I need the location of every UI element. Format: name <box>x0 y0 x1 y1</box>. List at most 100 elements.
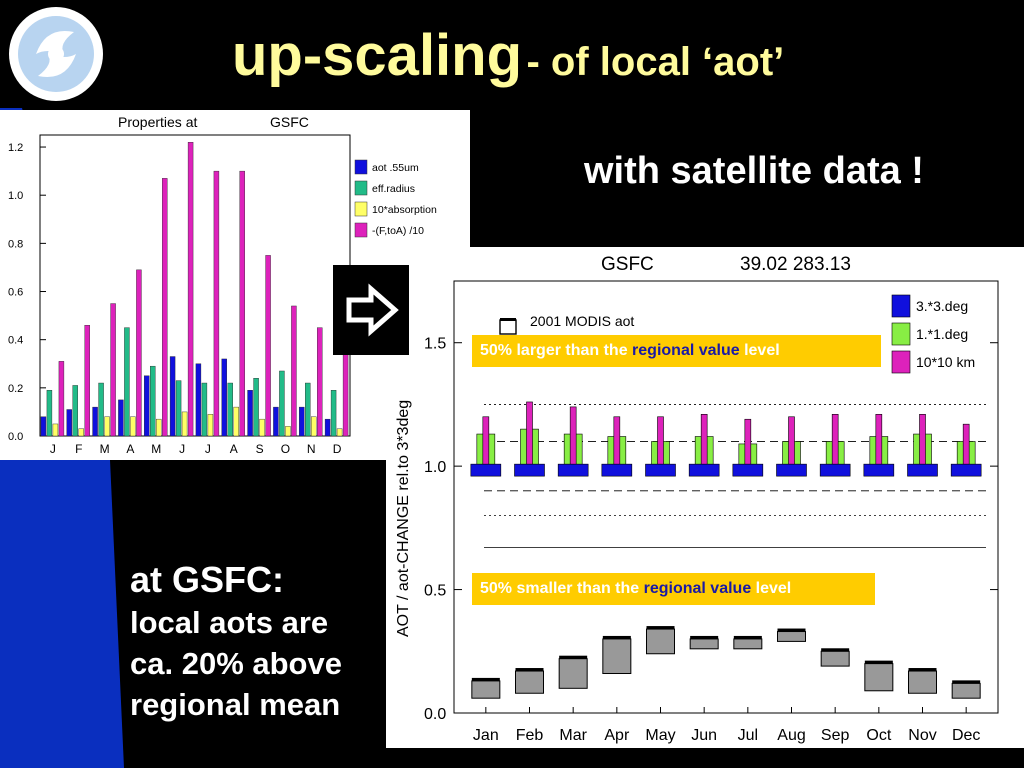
bar-4 <box>239 170 245 437</box>
legend-label: eff.radius <box>372 183 415 195</box>
legend-swatch <box>354 180 368 196</box>
bar-1 <box>247 390 253 437</box>
y-tick-label: 0.4 <box>8 335 23 347</box>
bar-3 <box>207 414 214 437</box>
bar-1 <box>221 358 227 437</box>
bar-10km <box>788 416 795 465</box>
x-tick-label: Jul <box>738 727 758 744</box>
legend-label: 10*10 km <box>916 354 975 370</box>
bar-1 <box>169 356 176 437</box>
legend-swatch <box>891 322 911 346</box>
bar-3x3 <box>514 463 545 477</box>
x-tick-label: Dec <box>952 727 980 744</box>
aot-box-cap <box>690 635 719 639</box>
bar-10km <box>613 416 621 465</box>
y-tick-label: 1.5 <box>424 336 446 353</box>
slide-title: up-scaling - of local ‘aot’ <box>232 22 784 89</box>
bar-4 <box>317 327 323 437</box>
bar-3x3 <box>950 463 982 477</box>
bar-3 <box>78 428 84 437</box>
aot-box <box>515 670 544 694</box>
x-tick-label: Apr <box>604 727 630 744</box>
aot-box-cap <box>908 668 937 672</box>
bar-1 <box>40 416 47 437</box>
x-tick-label: Feb <box>516 727 544 744</box>
x-tick-label: Mar <box>559 727 587 744</box>
bar-2 <box>150 365 156 437</box>
bar-4 <box>162 178 168 437</box>
right-arrow-icon <box>346 283 399 337</box>
bar-3x3 <box>863 463 895 477</box>
x-tick-label: O <box>281 442 290 456</box>
aot-box <box>951 682 981 699</box>
callout-smaller-highlight: regional value <box>643 580 752 597</box>
legend-swatch <box>354 222 368 238</box>
x-tick-label: D <box>333 442 342 456</box>
bar-3 <box>130 416 136 437</box>
bar-1 <box>144 375 150 437</box>
callout-smaller-prefix: 50% smaller than the <box>480 580 644 597</box>
bar-10km <box>569 406 577 465</box>
bar-3 <box>336 428 343 437</box>
aot-box-cap <box>602 635 631 639</box>
chart-title-site: GSFC <box>270 114 309 130</box>
bar-4 <box>84 325 90 437</box>
x-tick-label: May <box>645 727 675 744</box>
title-main: up-scaling <box>232 23 523 88</box>
callout-smaller: 50% smaller than the regional value leve… <box>472 573 875 605</box>
aot-box-cap <box>777 628 806 632</box>
callout-larger-prefix: 50% larger than the <box>480 342 633 359</box>
bar-3x3 <box>907 463 938 477</box>
plot-frame <box>453 280 999 714</box>
x-tick-label: N <box>307 442 316 456</box>
aot-box-cap <box>733 635 762 639</box>
bar-3 <box>104 416 110 437</box>
bar-3 <box>233 406 239 437</box>
aot-box-cap <box>515 668 544 672</box>
note-heading: at GSFC: <box>130 559 285 600</box>
aot-box <box>602 638 632 675</box>
bar-2 <box>305 382 311 437</box>
y-tick-label: 0.0 <box>424 706 446 723</box>
bar-1 <box>273 406 279 437</box>
bar-10km <box>919 414 926 465</box>
bar-2 <box>46 390 53 437</box>
aot-box <box>689 638 719 650</box>
aot-box-cap <box>864 660 893 664</box>
legend-swatch <box>354 201 368 217</box>
x-tick-label: Oct <box>866 727 891 744</box>
x-tick-label: J <box>179 442 185 456</box>
aot-box <box>733 638 763 650</box>
bar-2 <box>124 327 130 437</box>
y-tick-label: 0.5 <box>424 583 446 600</box>
legend-label: 10*absorption <box>372 204 437 216</box>
chart-title-coords: 39.02 283.13 <box>740 254 851 275</box>
bar-4 <box>213 170 220 437</box>
note-text: at GSFC: local aots are ca. 20% above re… <box>130 558 390 725</box>
x-tick-label: M <box>100 442 110 456</box>
x-tick-label: A <box>230 442 238 456</box>
bar-2 <box>253 378 259 437</box>
callout-smaller-suffix: level <box>751 580 792 597</box>
bar-3x3 <box>470 463 502 477</box>
x-tick-label: S <box>256 442 264 456</box>
legend-left-cap <box>500 318 516 321</box>
callout-larger-highlight: regional value <box>632 342 740 359</box>
bar-3 <box>52 423 59 437</box>
bar-4 <box>58 361 65 437</box>
legend-label: -(F,toA) /10 <box>372 225 424 237</box>
bar-1 <box>195 363 202 437</box>
logo <box>6 4 106 104</box>
bar-10km <box>700 414 708 465</box>
legend-swatch <box>354 159 368 175</box>
aot-box-cap <box>471 677 500 681</box>
y-tick-label: 0.2 <box>8 383 23 395</box>
bar-10km <box>657 416 664 465</box>
callout-larger-suffix: level <box>739 342 780 359</box>
bar-3x3 <box>688 463 720 477</box>
callout-larger: 50% larger than the regional value level <box>472 335 881 367</box>
note-line: local aots are <box>130 605 329 640</box>
legend-swatch <box>891 350 911 374</box>
bar-3 <box>285 426 291 437</box>
bar-3x3 <box>645 463 676 477</box>
